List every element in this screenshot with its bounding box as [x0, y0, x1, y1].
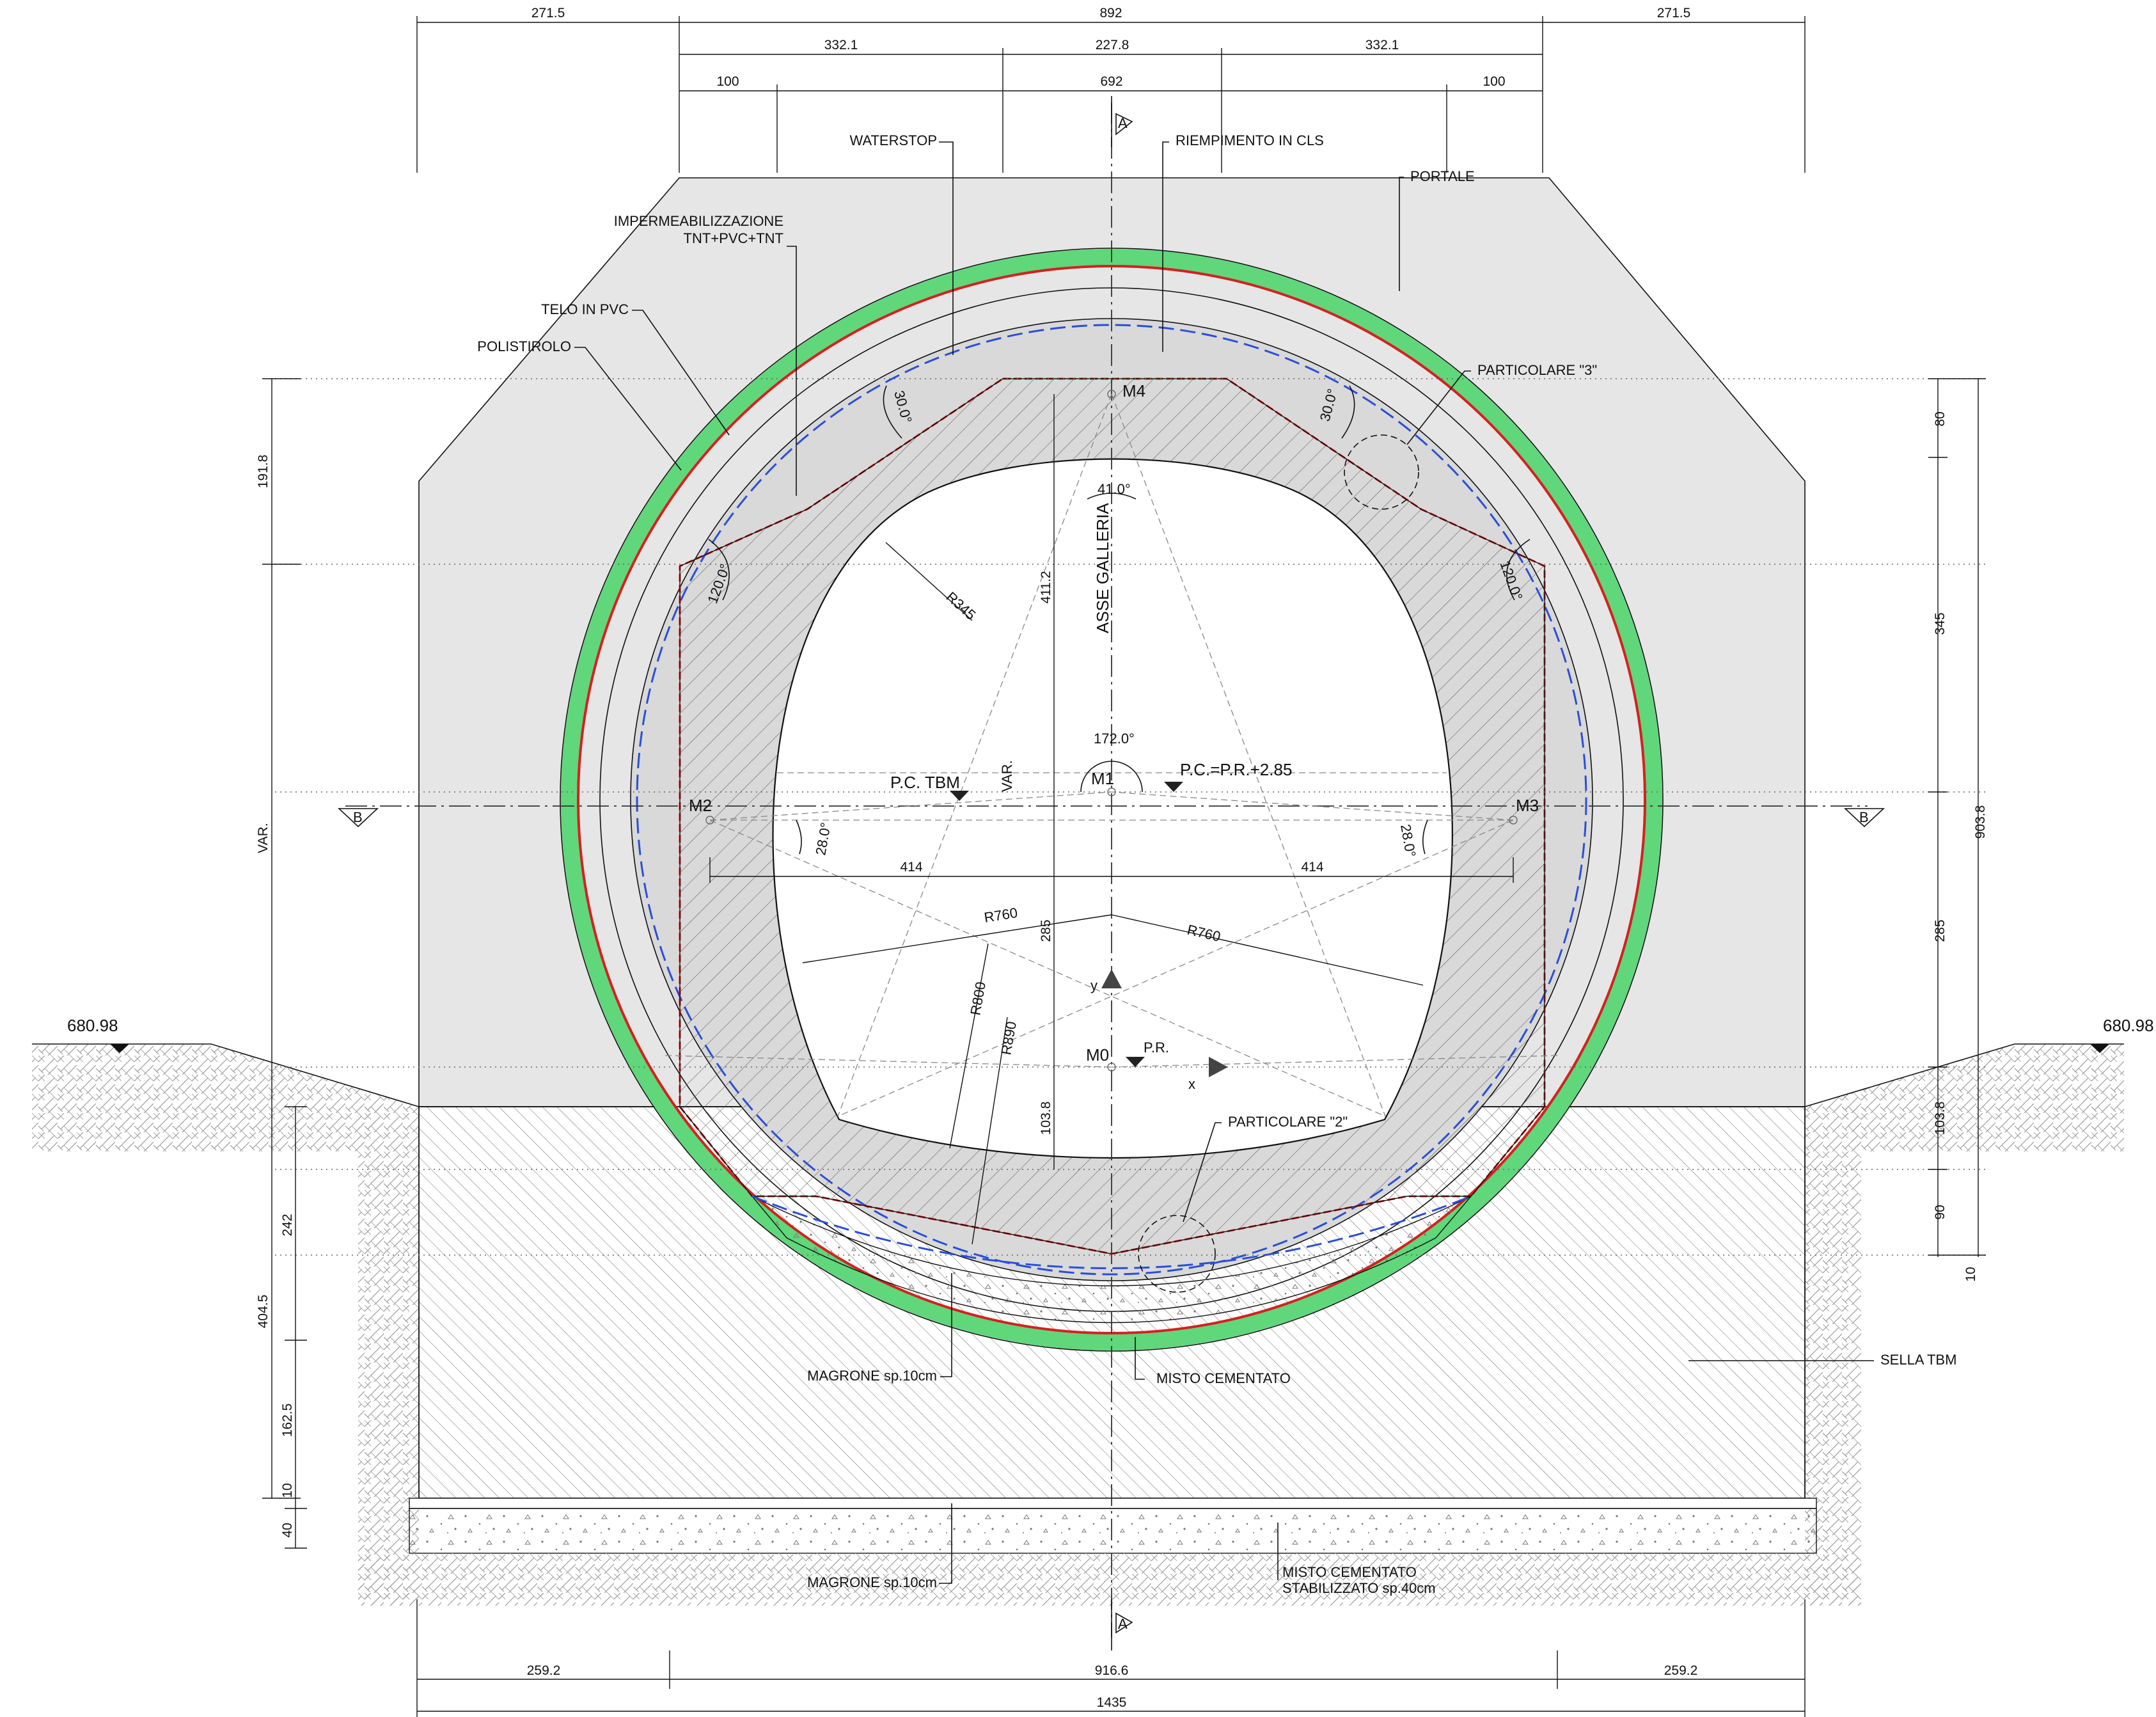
point-m2: M2 — [689, 796, 712, 815]
label-magrone-2: MAGRONE sp.10cm — [807, 1574, 937, 1590]
dim-left-404: 404.5 — [256, 1295, 271, 1329]
label-asse-galleria: ASSE GALLERIA — [1093, 503, 1112, 633]
label-misto-cementato: MISTO CEMENTATO — [1156, 1370, 1291, 1386]
dim-m2-offset: 414 — [900, 860, 922, 874]
dim-inner-285: 285 — [1039, 919, 1053, 942]
axis-x-label: x — [1188, 1076, 1195, 1092]
top-dimensions — [416, 16, 1806, 173]
point-m3: M3 — [1516, 796, 1539, 815]
dim-row2-center: 227.8 — [1096, 38, 1129, 52]
point-labels: M0 M1 M2 M3 M4 x y A A B B 680.98 680.98 — [67, 115, 2154, 1632]
construction-lines — [665, 393, 1558, 1245]
section-a-top: A — [1118, 115, 1128, 131]
label-waterstop: WATERSTOP — [850, 132, 938, 148]
label-pr: P.R. — [1144, 1040, 1169, 1056]
leader-lines — [574, 141, 1874, 1584]
point-m4: M4 — [1122, 381, 1145, 400]
label-telo-pvc: TELO IN PVC — [541, 301, 629, 317]
dim-right-90: 90 — [1933, 1205, 1947, 1219]
dim-inner-411: 411.2 — [1039, 571, 1053, 604]
dim-right-10: 10 — [1963, 1267, 1978, 1281]
angle-41: 41.0° — [1098, 481, 1131, 497]
label-particolare-2: PARTICOLARE "2" — [1228, 1114, 1348, 1130]
label-pc-tbm: P.C. TBM — [890, 773, 960, 792]
dim-right-903: 903.8 — [1973, 805, 1988, 839]
detail-markers — [1138, 434, 1419, 1293]
dim-left-191: 191.8 — [256, 455, 271, 489]
label-var-inner: VAR. — [999, 760, 1015, 792]
point-m0: M0 — [1086, 1045, 1109, 1064]
reference-points — [705, 390, 1518, 1077]
dim-row3-center: 692 — [1100, 74, 1122, 89]
label-sella-tbm: SELLA TBM — [1880, 1352, 1956, 1368]
point-m1: M1 — [1091, 769, 1114, 788]
dim-left-242: 242 — [280, 1214, 295, 1236]
label-misto-stab-2: STABILIZZATO sp.40cm — [1282, 1580, 1436, 1596]
ground-soil — [32, 1043, 2124, 1606]
level-right: 680.98 — [2103, 1016, 2154, 1035]
dim-row3-right: 100 — [1483, 74, 1505, 89]
label-particolare-3: PARTICOLARE "3" — [1477, 362, 1597, 378]
section-b-right: B — [1859, 809, 1869, 825]
dim-bottom-center: 916.6 — [1095, 1663, 1129, 1678]
axis-y-label: y — [1090, 977, 1098, 993]
right-dimensions — [1928, 378, 1986, 1257]
dim-left-10: 10 — [280, 1483, 295, 1498]
dim-m3-offset: 414 — [1301, 860, 1323, 874]
label-portale: PORTALE — [1410, 168, 1475, 184]
dim-row3-left: 100 — [716, 74, 739, 89]
dim-bottom-left: 259.2 — [527, 1663, 561, 1678]
angle-arcs — [708, 385, 1530, 855]
dim-right-80: 80 — [1933, 411, 1947, 426]
level-left: 680.98 — [67, 1016, 118, 1035]
section-a-bottom: A — [1118, 1616, 1128, 1632]
dim-top-right: 271.5 — [1657, 6, 1691, 20]
dim-inner-103: 103.8 — [1039, 1102, 1053, 1135]
section-markers — [110, 96, 2109, 1650]
label-riempimento: RIEMPIMENTO IN CLS — [1176, 132, 1324, 148]
dim-left-var: VAR. — [256, 823, 271, 853]
bottom-dimensions — [416, 1599, 1806, 1717]
dim-bottom-total: 1435 — [1097, 1695, 1127, 1710]
dim-right-285: 285 — [1933, 919, 1947, 942]
label-impermeabilizzazione-1: IMPERMEABILIZZAZIONE — [614, 213, 783, 229]
dim-right-103: 103.8 — [1933, 1102, 1947, 1135]
tunnel-axes — [275, 102, 1989, 1638]
dimension-values: 271.5 892 271.5 332.1 227.8 332.1 100 69… — [256, 6, 1988, 1710]
dim-left-162: 162.5 — [280, 1404, 295, 1437]
label-misto-stab-1: MISTO CEMENTATO — [1282, 1564, 1417, 1580]
dim-right-345: 345 — [1933, 612, 1947, 635]
label-polistirolo: POLISTIROLO — [477, 338, 571, 354]
annotation-labels: WATERSTOP RIEMPIMENTO IN CLS PORTALE IMP… — [477, 132, 1956, 1596]
dim-row2-left: 332.1 — [824, 38, 858, 52]
dim-top-center: 892 — [1099, 6, 1122, 20]
tunnel-void — [772, 458, 1453, 1159]
invert-fill — [751, 1195, 1472, 1324]
label-magrone-1: MAGRONE sp.10cm — [807, 1368, 937, 1384]
dim-top-left: 271.5 — [531, 6, 565, 20]
section-b-left: B — [353, 809, 363, 825]
dim-bottom-right: 259.2 — [1664, 1663, 1698, 1678]
dim-left-40: 40 — [280, 1523, 295, 1537]
angle-172: 172.0° — [1094, 731, 1135, 747]
dim-row2-right: 332.1 — [1365, 38, 1399, 52]
label-impermeabilizzazione-2: TNT+PVC+TNT — [684, 230, 783, 246]
label-pc-pr: P.C.=P.R.+2.85 — [1180, 760, 1292, 779]
left-dimensions — [262, 378, 307, 1549]
